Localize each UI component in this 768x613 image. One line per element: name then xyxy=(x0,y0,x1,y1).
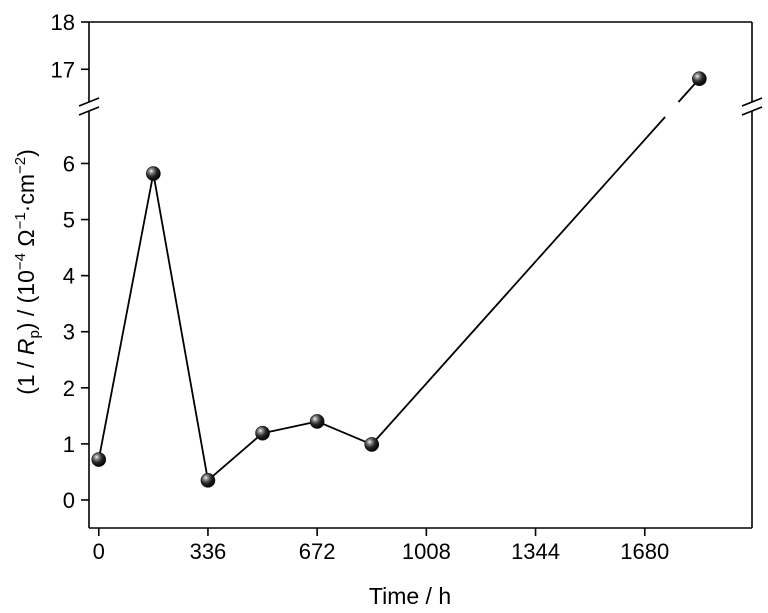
x-axis-ticks: 0 336 672 1008 1344 1680 xyxy=(93,528,669,564)
y-tick-label: 17 xyxy=(51,57,75,82)
series-segment xyxy=(262,420,318,435)
data-point xyxy=(309,414,325,429)
break-mark-right xyxy=(741,106,763,116)
y-tick-label: 18 xyxy=(51,10,75,35)
y-tick-label: 5 xyxy=(63,208,75,233)
break-gap-right xyxy=(740,102,764,111)
series-segment xyxy=(316,420,373,446)
series-segment xyxy=(207,432,264,482)
series-segment xyxy=(152,173,209,481)
x-tick-label: 336 xyxy=(190,539,227,564)
y-tick-label: 0 xyxy=(63,488,75,513)
break-mark-left xyxy=(78,106,100,116)
data-point xyxy=(200,473,216,488)
x-tick-label: 1344 xyxy=(511,539,560,564)
data-point xyxy=(255,425,270,441)
series-segment xyxy=(371,116,666,446)
x-tick-label: 0 xyxy=(93,539,105,564)
y-tick-label: 6 xyxy=(63,151,75,176)
plot-frame xyxy=(88,21,753,529)
y-tick-label: 3 xyxy=(63,320,75,345)
y-tick-label: 2 xyxy=(63,376,75,401)
data-point xyxy=(91,452,107,467)
data-point xyxy=(364,437,380,452)
y-axis-ticks: 0 1 2 3 4 5 6 17 18 xyxy=(51,10,89,513)
y-axis-break xyxy=(77,97,764,116)
data-point xyxy=(692,71,707,87)
x-axis-title: Time / h xyxy=(369,583,451,609)
break-gap-left xyxy=(77,102,101,111)
series-segment xyxy=(97,173,155,460)
x-tick-label: 1680 xyxy=(620,539,669,564)
y-tick-label: 1 xyxy=(63,432,75,457)
y-axis-title: (1 / Rp) / (10−4 Ω−1·cm−2) xyxy=(12,149,43,395)
break-mark-right xyxy=(741,97,763,107)
data-point xyxy=(146,166,161,181)
x-tick-label: 1008 xyxy=(402,539,451,564)
x-tick-label: 672 xyxy=(299,539,336,564)
y-tick-label: 4 xyxy=(63,264,75,289)
break-mark-left xyxy=(78,97,100,107)
series-line xyxy=(97,78,701,482)
data-markers xyxy=(91,71,707,488)
